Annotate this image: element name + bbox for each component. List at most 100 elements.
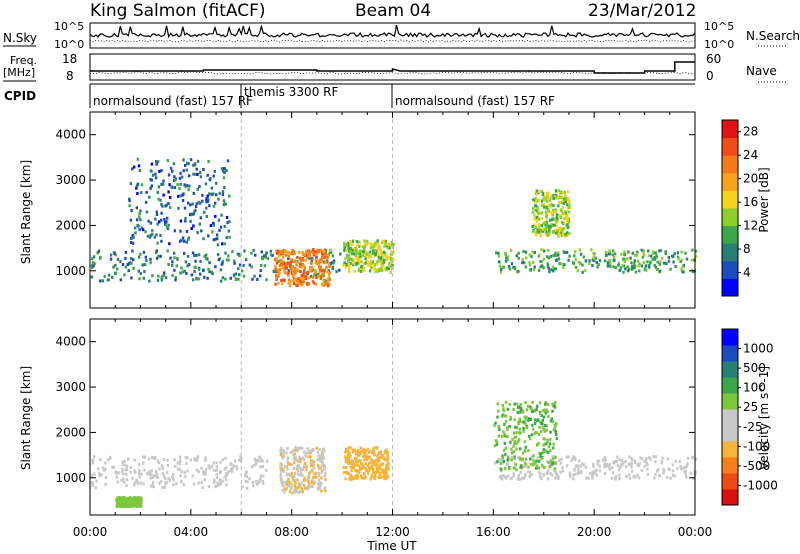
- colorbar-swatch: [722, 441, 738, 458]
- data-cell: [316, 262, 319, 266]
- data-cell: [542, 465, 545, 469]
- data-cell: [224, 456, 227, 460]
- data-cell: [608, 466, 611, 470]
- data-cell: [282, 251, 285, 255]
- data-cell: [223, 186, 226, 189]
- data-cell: [519, 410, 522, 414]
- data-cell: [279, 462, 282, 466]
- data-cell: [358, 240, 361, 244]
- data-cell: [99, 255, 102, 259]
- data-cell: [251, 480, 255, 484]
- data-cell: [315, 446, 318, 450]
- data-cell: [493, 461, 497, 465]
- data-cell: [287, 278, 291, 282]
- data-cell: [371, 464, 374, 468]
- data-cell: [327, 283, 331, 287]
- data-cell: [185, 168, 188, 172]
- cpid-segment-1: themis 3300 RF: [244, 85, 338, 99]
- data-cell: [555, 433, 558, 437]
- data-cell: [278, 264, 282, 268]
- data-cell: [363, 458, 366, 462]
- data-cell: [533, 265, 536, 269]
- data-cell: [281, 481, 285, 484]
- data-cell: [161, 472, 165, 476]
- data-cell: [502, 459, 505, 463]
- data-cell: [561, 466, 564, 470]
- data-cell: [151, 173, 155, 177]
- data-cell: [253, 457, 256, 461]
- data-cell: [537, 470, 541, 474]
- colorbar-tick-label: -25: [743, 420, 763, 434]
- data-cell: [638, 269, 641, 273]
- data-cell: [376, 454, 379, 458]
- data-cell: [262, 474, 265, 478]
- data-cell: [552, 204, 555, 207]
- data-cell: [554, 219, 558, 223]
- data-cell: [552, 269, 555, 273]
- data-cell: [342, 465, 345, 469]
- data-cell: [507, 467, 511, 471]
- data-cell: [547, 225, 550, 229]
- data-cell: [555, 194, 558, 198]
- data-cell: [145, 190, 148, 194]
- data-cell: [589, 472, 592, 475]
- data-cell: [286, 467, 289, 471]
- data-cell: [556, 229, 560, 233]
- data-cell: [297, 486, 300, 489]
- data-cell: [527, 470, 530, 474]
- data-cell: [163, 220, 167, 224]
- data-cell: [532, 268, 536, 272]
- data-cell: [214, 265, 217, 269]
- data-cell: [504, 452, 507, 456]
- colorbar-tick-label: -1000: [743, 478, 778, 492]
- data-cell: [124, 256, 127, 260]
- data-cell: [551, 420, 555, 424]
- data-cell: [537, 466, 540, 470]
- data-cell: [513, 402, 516, 406]
- data-cell: [197, 470, 200, 474]
- data-cell: [547, 415, 550, 418]
- data-cell: [219, 225, 223, 229]
- data-cell: [359, 269, 363, 273]
- data-cell: [510, 447, 513, 451]
- data-cell: [592, 256, 595, 260]
- data-cell: [285, 266, 289, 270]
- data-cell: [326, 259, 329, 263]
- data-cell: [389, 243, 392, 247]
- data-cell: [588, 259, 591, 263]
- data-cell: [636, 250, 639, 254]
- data-cell: [349, 243, 353, 247]
- data-cell: [531, 400, 534, 404]
- data-cell: [513, 418, 516, 422]
- data-cell: [524, 250, 528, 254]
- data-cell: [158, 220, 161, 224]
- data-cell: [613, 460, 617, 463]
- data-cell: [127, 503, 130, 506]
- data-cell: [634, 475, 637, 479]
- data-cell: [535, 218, 539, 222]
- data-cell: [639, 456, 642, 460]
- data-cell: [358, 260, 361, 264]
- data-cell: [215, 181, 218, 185]
- data-cell: [303, 252, 306, 256]
- data-cell: [508, 267, 512, 271]
- data-cell: [318, 478, 321, 482]
- data-cell: [549, 218, 552, 222]
- data-cell: [301, 262, 304, 266]
- data-cell: [386, 452, 389, 456]
- data-cell: [144, 200, 148, 204]
- data-cell: [155, 233, 158, 237]
- data-cell: [499, 270, 503, 274]
- data-cell: [535, 192, 538, 196]
- data-cell: [327, 273, 331, 276]
- data-cell: [221, 260, 224, 264]
- data-cell: [304, 277, 308, 280]
- data-cell: [320, 470, 323, 474]
- data-cell: [364, 467, 367, 471]
- data-cell: [296, 469, 300, 472]
- data-cell: [324, 282, 328, 286]
- data-cell: [361, 250, 364, 254]
- data-cell: [547, 209, 550, 213]
- data-cell: [550, 194, 553, 198]
